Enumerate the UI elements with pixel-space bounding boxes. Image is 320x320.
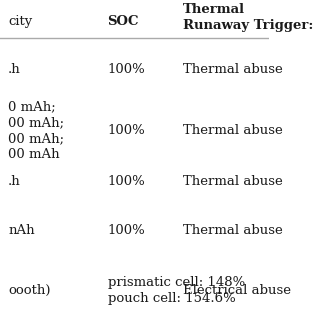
Text: Electrical abuse: Electrical abuse: [183, 284, 291, 297]
Text: Thermal abuse: Thermal abuse: [183, 63, 283, 76]
Text: 100%: 100%: [108, 175, 145, 188]
Text: .h: .h: [8, 175, 21, 188]
Text: Thermal abuse: Thermal abuse: [183, 124, 283, 137]
Text: Thermal abuse: Thermal abuse: [183, 175, 283, 188]
Text: oooth): oooth): [8, 284, 51, 297]
Text: city: city: [8, 15, 32, 28]
Text: 100%: 100%: [108, 124, 145, 137]
Text: prismatic cell: 148%
pouch cell: 154.6%: prismatic cell: 148% pouch cell: 154.6%: [108, 276, 245, 305]
Text: Thermal abuse: Thermal abuse: [183, 224, 283, 236]
Text: SOC: SOC: [108, 15, 139, 28]
Text: 0 mAh;
00 mAh;
00 mAh;
00 mAh: 0 mAh; 00 mAh; 00 mAh; 00 mAh: [8, 100, 64, 161]
Text: nAh: nAh: [8, 224, 35, 236]
Text: .h: .h: [8, 63, 21, 76]
Text: 100%: 100%: [108, 224, 145, 236]
Text: 100%: 100%: [108, 63, 145, 76]
Text: Thermal
Runaway Trigger:: Thermal Runaway Trigger:: [183, 3, 313, 32]
